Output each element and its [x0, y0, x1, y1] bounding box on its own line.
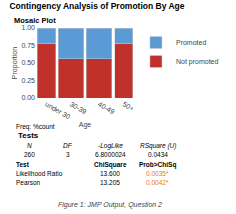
svg-text:Likelihood Ratio: Likelihood Ratio — [16, 170, 63, 177]
svg-text:0.0434: 0.0434 — [148, 151, 168, 158]
svg-text:Not promoted: Not promoted — [176, 58, 219, 66]
svg-text:Age: Age — [79, 121, 92, 129]
svg-text:Promoted: Promoted — [176, 39, 206, 46]
svg-text:Contingency Analysis of Promot: Contingency Analysis of Promotion By Age — [9, 1, 184, 11]
svg-text:0.50: 0.50 — [21, 59, 35, 66]
svg-text:1.00: 1.00 — [21, 24, 35, 31]
svg-text:260: 260 — [24, 151, 35, 158]
svg-text:0.00: 0.00 — [21, 94, 35, 101]
svg-text:13.600: 13.600 — [100, 170, 120, 177]
svg-text:Tests: Tests — [18, 131, 39, 140]
svg-text:50+: 50+ — [121, 100, 135, 112]
svg-text:Proportion: Proportion — [11, 47, 19, 79]
svg-text:6.8000024: 6.8000024 — [95, 151, 126, 158]
svg-text:Freq: %count: Freq: %count — [16, 123, 55, 131]
svg-text:30-39: 30-39 — [69, 100, 88, 115]
svg-text:40-49: 40-49 — [97, 100, 116, 115]
svg-text:ChiSquare: ChiSquare — [94, 161, 127, 169]
svg-text:DF: DF — [63, 142, 73, 149]
svg-text:N: N — [27, 142, 32, 149]
svg-text:0.0035*: 0.0035* — [146, 170, 169, 177]
svg-text:Pearson: Pearson — [16, 179, 41, 186]
svg-text:Figure 1: JMP Output, Question: Figure 1: JMP Output, Question 2 — [58, 201, 162, 209]
svg-text:0.25: 0.25 — [21, 77, 35, 84]
svg-text:0.0042*: 0.0042* — [146, 179, 169, 186]
svg-text:-LogLike: -LogLike — [98, 142, 123, 150]
svg-text:Prob>ChiSq: Prob>ChiSq — [139, 161, 176, 169]
svg-text:3: 3 — [66, 151, 70, 158]
svg-text:under 30: under 30 — [44, 100, 72, 120]
svg-text:Test: Test — [16, 161, 30, 168]
svg-text:13.205: 13.205 — [100, 179, 120, 186]
svg-text:RSquare (U): RSquare (U) — [140, 142, 176, 150]
svg-text:0.75: 0.75 — [21, 42, 35, 49]
svg-text:Mosaic Plot: Mosaic Plot — [14, 16, 56, 25]
